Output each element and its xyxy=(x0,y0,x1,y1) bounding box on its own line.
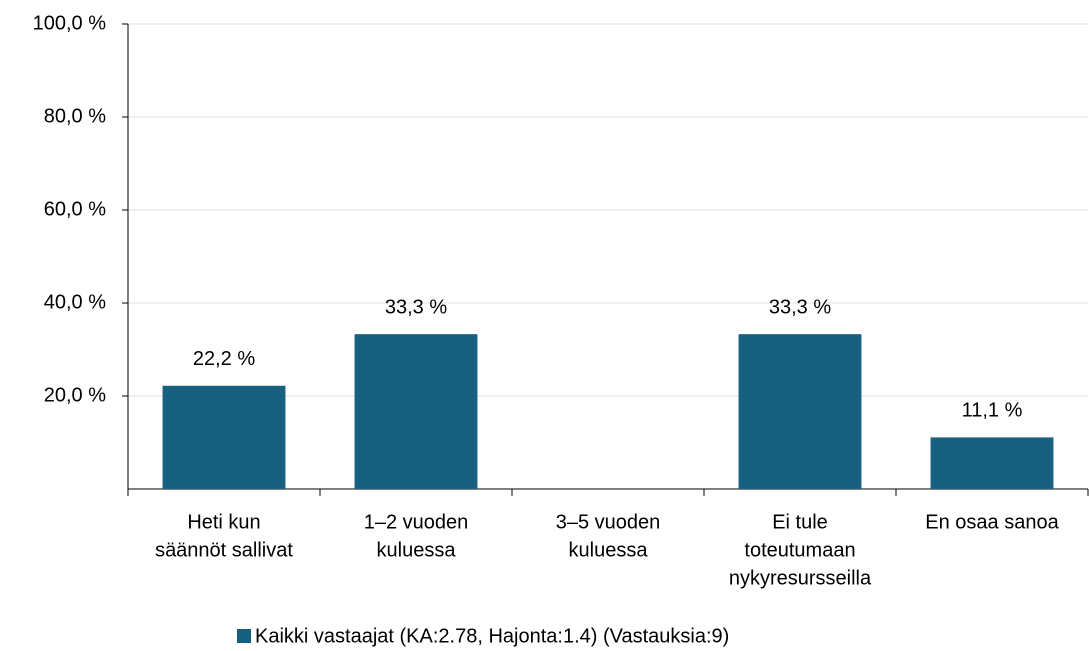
data-label: 22,2 % xyxy=(193,348,255,370)
bar xyxy=(930,437,1054,489)
y-tick-label: 80,0 % xyxy=(44,105,106,127)
y-tick-label: 40,0 % xyxy=(44,291,106,313)
x-tick-label: Ei tule xyxy=(772,511,828,533)
x-tick-label: 3–5 vuoden xyxy=(556,511,661,533)
bar xyxy=(738,334,862,489)
x-tick-label: nykyresursseilla xyxy=(729,567,872,589)
x-tick-label: kuluessa xyxy=(569,539,649,561)
legend: Kaikki vastaajat (KA:2.78, Hajonta:1.4) … xyxy=(237,625,729,647)
x-tick-label: säännöt sallivat xyxy=(155,539,293,561)
bar xyxy=(354,334,478,489)
legend-label: Kaikki vastaajat (KA:2.78, Hajonta:1.4) … xyxy=(255,625,729,647)
x-tick-label: Heti kun xyxy=(187,511,260,533)
y-tick-label: 100,0 % xyxy=(33,12,107,34)
data-label: 33,3 % xyxy=(769,296,831,318)
data-label: 11,1 % xyxy=(962,400,1023,422)
legend-swatch xyxy=(237,629,251,643)
y-tick-label: 20,0 % xyxy=(44,384,106,406)
bar xyxy=(162,385,286,489)
x-tick-label: kuluessa xyxy=(377,539,457,561)
data-label: 33,3 % xyxy=(385,296,447,318)
y-tick-label: 60,0 % xyxy=(44,198,106,220)
x-tick-label: 1–2 vuoden xyxy=(364,511,469,533)
x-tick-label: En osaa sanoa xyxy=(925,511,1059,533)
x-tick-label: toteutumaan xyxy=(744,539,855,561)
